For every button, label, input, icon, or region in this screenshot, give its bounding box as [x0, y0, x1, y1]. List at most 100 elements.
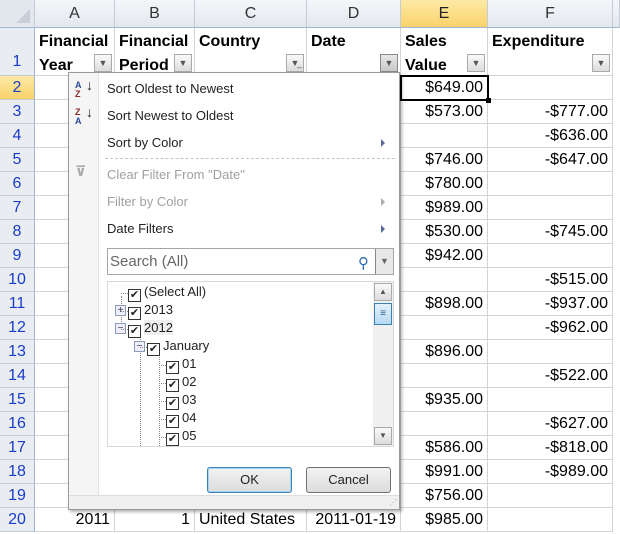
cell-a20[interactable]: 2011 [35, 508, 115, 532]
cell-f6[interactable] [488, 172, 613, 196]
row-header-6[interactable]: 6 [0, 172, 35, 196]
cancel-button[interactable]: Cancel [306, 467, 391, 493]
cell-d20[interactable]: 2011-01-19 [307, 508, 401, 532]
cell-f18[interactable]: -$989.00 [488, 460, 613, 484]
cell-e17[interactable]: $586.00 [401, 436, 488, 460]
cell-e4[interactable] [401, 124, 488, 148]
checkbox[interactable]: ✔ [128, 289, 141, 302]
column-header-c[interactable]: C [195, 0, 307, 28]
cell-f3[interactable]: -$777.00 [488, 100, 613, 124]
filter-dropdown-button[interactable]: ▼ [174, 54, 192, 72]
checkbox[interactable]: ✔ [147, 343, 160, 356]
row-header-8[interactable]: 8 [0, 220, 35, 244]
filter-dropdown-button[interactable]: ▼ [94, 54, 112, 72]
cell-e13[interactable]: $896.00 [401, 340, 488, 364]
row-header-18[interactable]: 18 [0, 460, 35, 484]
cell-b20[interactable]: 1 [115, 508, 195, 532]
ok-button[interactable]: OK [207, 467, 292, 493]
column-header-b[interactable]: B [115, 0, 195, 28]
checkbox[interactable]: ✔ [128, 307, 141, 320]
column-header-e[interactable]: E [401, 0, 488, 28]
row-header-20[interactable]: 20 [0, 508, 35, 532]
tree-item[interactable]: ✔ 05 [166, 427, 196, 446]
row-header-13[interactable]: 13 [0, 340, 35, 364]
tree-item[interactable]: ✔ 03 [166, 391, 196, 410]
cell-e5[interactable]: $746.00 [401, 148, 488, 172]
sort-oldest-to-newest[interactable]: Sort Oldest to Newest [107, 81, 234, 96]
cell-e10[interactable] [401, 268, 488, 292]
resize-bar[interactable]: ⋰ [69, 495, 399, 509]
sort-newest-to-oldest[interactable]: Sort Newest to Oldest [107, 108, 234, 123]
cell-f15[interactable] [488, 388, 613, 412]
cell-f7[interactable] [488, 196, 613, 220]
checkbox[interactable]: ✔ [166, 415, 179, 428]
resize-grip-icon[interactable]: ⋰ [389, 498, 397, 507]
checkbox[interactable]: ✔ [166, 397, 179, 410]
cell-f10[interactable]: -$515.00 [488, 268, 613, 292]
search-dropdown-button[interactable]: ▼ [375, 249, 393, 274]
scroll-down-button[interactable]: ▼ [374, 427, 392, 445]
filter-dropdown-button[interactable]: ▼ [467, 54, 485, 72]
column-header-next[interactable] [613, 0, 620, 28]
expand-icon[interactable]: + [115, 305, 126, 316]
row-header-10[interactable]: 10 [0, 268, 35, 292]
cell-e16[interactable] [401, 412, 488, 436]
scroll-thumb[interactable]: ≡ [374, 303, 392, 325]
tree-item[interactable]: ✔ (Select All) [128, 283, 206, 302]
cell-e11[interactable]: $898.00 [401, 292, 488, 316]
filter-active-button[interactable]: ▼̲ [286, 54, 304, 72]
column-header-d[interactable]: D [307, 0, 401, 28]
cell-e12[interactable] [401, 316, 488, 340]
tree-item[interactable]: ✔ 04 [166, 409, 196, 428]
cell-e6[interactable]: $780.00 [401, 172, 488, 196]
date-filters[interactable]: Date Filters [107, 217, 391, 241]
cell-f2[interactable] [488, 76, 613, 100]
cell-f14[interactable]: -$522.00 [488, 364, 613, 388]
cell-f17[interactable]: -$818.00 [488, 436, 613, 460]
cell-e20[interactable]: $985.00 [401, 508, 488, 532]
cell-e14[interactable] [401, 364, 488, 388]
select-all-corner[interactable] [0, 0, 35, 28]
cell-f16[interactable]: -$627.00 [488, 412, 613, 436]
tree-item[interactable]: ✔ January [147, 337, 209, 356]
column-header-a[interactable]: A [35, 0, 115, 28]
cell-f4[interactable]: -$636.00 [488, 124, 613, 148]
row-header-11[interactable]: 11 [0, 292, 35, 316]
row-header-9[interactable]: 9 [0, 244, 35, 268]
row-header-12[interactable]: 12 [0, 316, 35, 340]
filter-search-input[interactable]: Search (All) ⚲ ▼ [107, 248, 394, 275]
cell-e7[interactable]: $989.00 [401, 196, 488, 220]
checkbox[interactable]: ✔ [128, 325, 141, 338]
row-header-14[interactable]: 14 [0, 364, 35, 388]
column-header-f[interactable]: F [488, 0, 613, 28]
cell-e15[interactable]: $935.00 [401, 388, 488, 412]
tree-scrollbar[interactable]: ▲ ≡ ▼ [373, 282, 393, 446]
cell-f19[interactable] [488, 484, 613, 508]
tree-item[interactable]: ✔ 01 [166, 355, 196, 374]
cell-f5[interactable]: -$647.00 [488, 148, 613, 172]
cell-f8[interactable]: -$745.00 [488, 220, 613, 244]
row-header-3[interactable]: 3 [0, 100, 35, 124]
cell-e19[interactable]: $756.00 [401, 484, 488, 508]
tree-item[interactable]: ✔ 2013 [128, 301, 173, 320]
checkbox[interactable]: ✔ [166, 433, 179, 446]
row-header-19[interactable]: 19 [0, 484, 35, 508]
cell-c20[interactable]: United States [195, 508, 307, 532]
cell-e9[interactable]: $942.00 [401, 244, 488, 268]
row-header-7[interactable]: 7 [0, 196, 35, 220]
row-header-1[interactable]: 1 [0, 28, 35, 76]
row-header-5[interactable]: 5 [0, 148, 35, 172]
cell-f13[interactable] [488, 340, 613, 364]
row-header-16[interactable]: 16 [0, 412, 35, 436]
collapse-icon[interactable]: − [134, 341, 145, 352]
cell-e3[interactable]: $573.00 [401, 100, 488, 124]
filter-dropdown-button[interactable]: ▼ [380, 54, 398, 72]
cell-f9[interactable] [488, 244, 613, 268]
cell-e18[interactable]: $991.00 [401, 460, 488, 484]
row-header-4[interactable]: 4 [0, 124, 35, 148]
collapse-icon[interactable]: − [115, 323, 126, 334]
row-header-17[interactable]: 17 [0, 436, 35, 460]
row-header-15[interactable]: 15 [0, 388, 35, 412]
checkbox[interactable]: ✔ [166, 379, 179, 392]
filter-dropdown-button[interactable]: ▼ [592, 54, 610, 72]
